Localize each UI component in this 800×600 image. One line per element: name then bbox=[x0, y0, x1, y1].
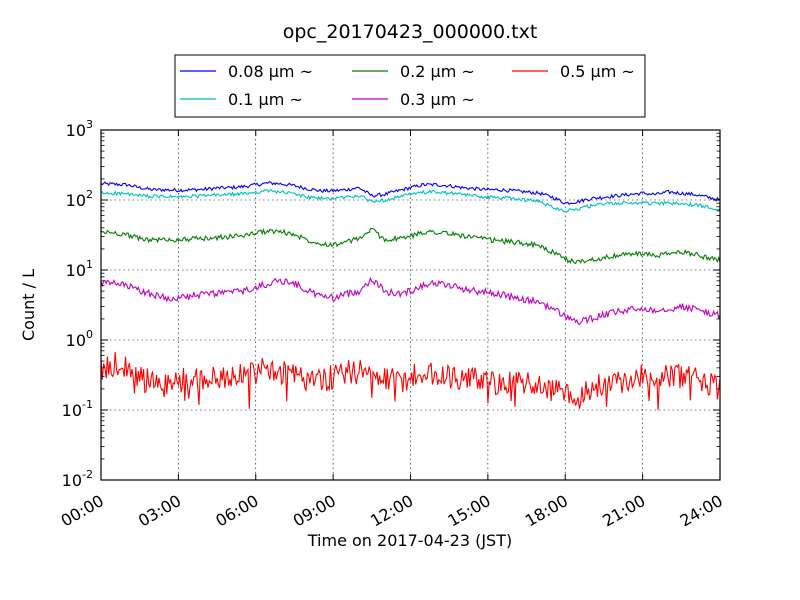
series-line bbox=[100, 180, 721, 205]
legend-label: 0.08 μm ~ bbox=[228, 62, 313, 81]
series-line bbox=[100, 188, 721, 213]
series-line bbox=[100, 276, 721, 326]
y-tick-label: 10-1 bbox=[62, 398, 93, 420]
legend-label: 0.2 μm ~ bbox=[400, 62, 475, 81]
y-tick-label: 10-2 bbox=[62, 468, 93, 490]
legend-entry: 0.3 μm ~ bbox=[352, 90, 475, 109]
legend-label: 0.5 μm ~ bbox=[560, 62, 635, 81]
legend-entry: 0.5 μm ~ bbox=[512, 62, 635, 81]
y-tick-label: 103 bbox=[66, 118, 93, 140]
legend-box bbox=[174, 54, 646, 118]
legend-entry: 0.08 μm ~ bbox=[180, 62, 313, 81]
x-axis-title: Time on 2017-04-23 (JST) bbox=[307, 531, 512, 550]
legend-entry: 0.2 μm ~ bbox=[352, 62, 475, 81]
legend-entry: 0.1 μm ~ bbox=[180, 90, 303, 109]
plot-area bbox=[100, 180, 721, 411]
series-line bbox=[100, 352, 721, 411]
axis-ticks bbox=[100, 129, 721, 481]
legend-label: 0.1 μm ~ bbox=[228, 90, 303, 109]
y-tick-labels: 10-2 10-1 100 101 102 103 bbox=[62, 118, 93, 490]
y-axis-title: Count / L bbox=[19, 269, 38, 341]
y-tick-label: 101 bbox=[66, 258, 93, 280]
legend-label: 0.3 μm ~ bbox=[400, 90, 475, 109]
y-tick-label: 100 bbox=[66, 328, 93, 350]
series-line bbox=[100, 227, 721, 265]
chart-title: opc_20170423_000000.txt bbox=[283, 21, 538, 43]
legend: 0.08 μm ~ 0.1 μm ~ 0.2 μm ~ 0.3 μm ~ 0.5 μm … bbox=[174, 54, 646, 118]
y-tick-label: 102 bbox=[66, 188, 93, 210]
